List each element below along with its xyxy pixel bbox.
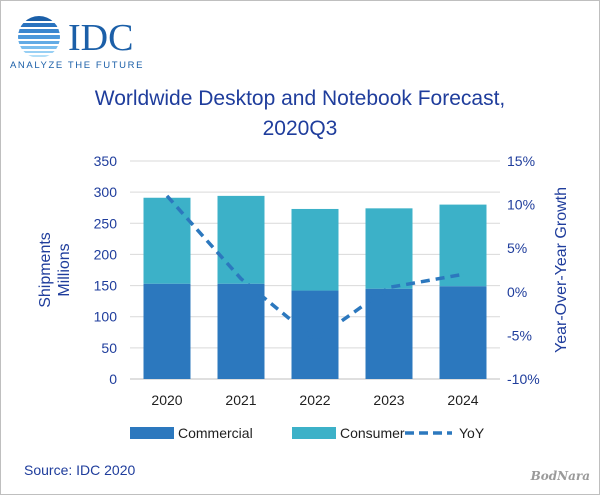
bar-commercial-2024	[439, 286, 487, 379]
bar-commercial-2023	[365, 288, 413, 379]
y-right-tick-label: -10%	[507, 371, 540, 387]
y-axis-title-line: Shipments	[37, 232, 54, 308]
legend-label-yoy: YoY	[459, 425, 485, 441]
axes: 0 50 100 150 200 250 300 350 -10% -5% 0% 5% 10% 15% 20…	[37, 153, 570, 408]
y-tick-label: 350	[94, 153, 118, 169]
y-tick-label: 50	[101, 340, 117, 356]
bar-consumer-2021	[217, 195, 265, 284]
chart-title-line2: 2020Q3	[262, 117, 338, 140]
y-tick-label: 100	[94, 309, 118, 325]
globe-icon	[18, 16, 60, 57]
chart-title: Worldwide Desktop and Notebook Forecast,…	[0, 84, 600, 144]
bar-commercial-2020	[143, 283, 191, 379]
bar-commercial-2022	[291, 290, 339, 379]
x-tick-label: 2022	[299, 392, 330, 408]
bars	[143, 195, 487, 379]
y-axis-title: Shipments Millions	[37, 232, 73, 308]
y-right-tick-label: 10%	[507, 197, 535, 213]
bar-consumer-2023	[365, 208, 413, 289]
logo-tagline: ANALYZE THE FUTURE	[10, 60, 144, 71]
x-tick-label: 2021	[225, 392, 256, 408]
y-tick-label: 150	[94, 278, 118, 294]
y-tick-label: 200	[94, 246, 118, 262]
legend-swatch-commercial	[130, 427, 174, 439]
x-tick-label: 2020	[151, 392, 182, 408]
yoy-line-path	[165, 194, 464, 342]
bar-consumer-2024	[439, 204, 487, 287]
x-tick-label: 2023	[373, 392, 404, 408]
y-right-tick-label: 15%	[507, 153, 535, 169]
y-right-axis-title: Year-Over-Year Growth	[553, 187, 570, 353]
y-axis-title-line: Millions	[56, 243, 73, 296]
y-tick-label: 0	[109, 371, 117, 387]
bar-commercial-2021	[217, 283, 265, 379]
y-tick-label: 300	[94, 184, 118, 200]
yoy-line	[165, 194, 464, 342]
source-note: Source: IDC 2020	[24, 462, 136, 478]
bar-consumer-2020	[143, 197, 191, 284]
bar-consumer-2022	[291, 208, 339, 291]
y-right-tick-label: 0%	[507, 284, 527, 300]
y-tick-label: 250	[94, 215, 118, 231]
legend: Commercial Consumer YoY	[130, 425, 485, 441]
legend-label-commercial: Commercial	[178, 425, 253, 441]
legend-label-consumer: Consumer	[340, 425, 405, 441]
watermark: BodNara	[530, 469, 590, 483]
x-tick-label: 2024	[447, 392, 478, 408]
y-right-tick-label: -5%	[507, 327, 532, 343]
y-right-tick-label: 5%	[507, 240, 527, 256]
idc-logo: IDC ANALYZE THE FUTURE	[10, 16, 144, 71]
logo-brand: IDC	[68, 17, 133, 59]
legend-swatch-consumer	[292, 427, 336, 439]
chart-title-line1: Worldwide Desktop and Notebook Forecast,	[94, 87, 506, 110]
